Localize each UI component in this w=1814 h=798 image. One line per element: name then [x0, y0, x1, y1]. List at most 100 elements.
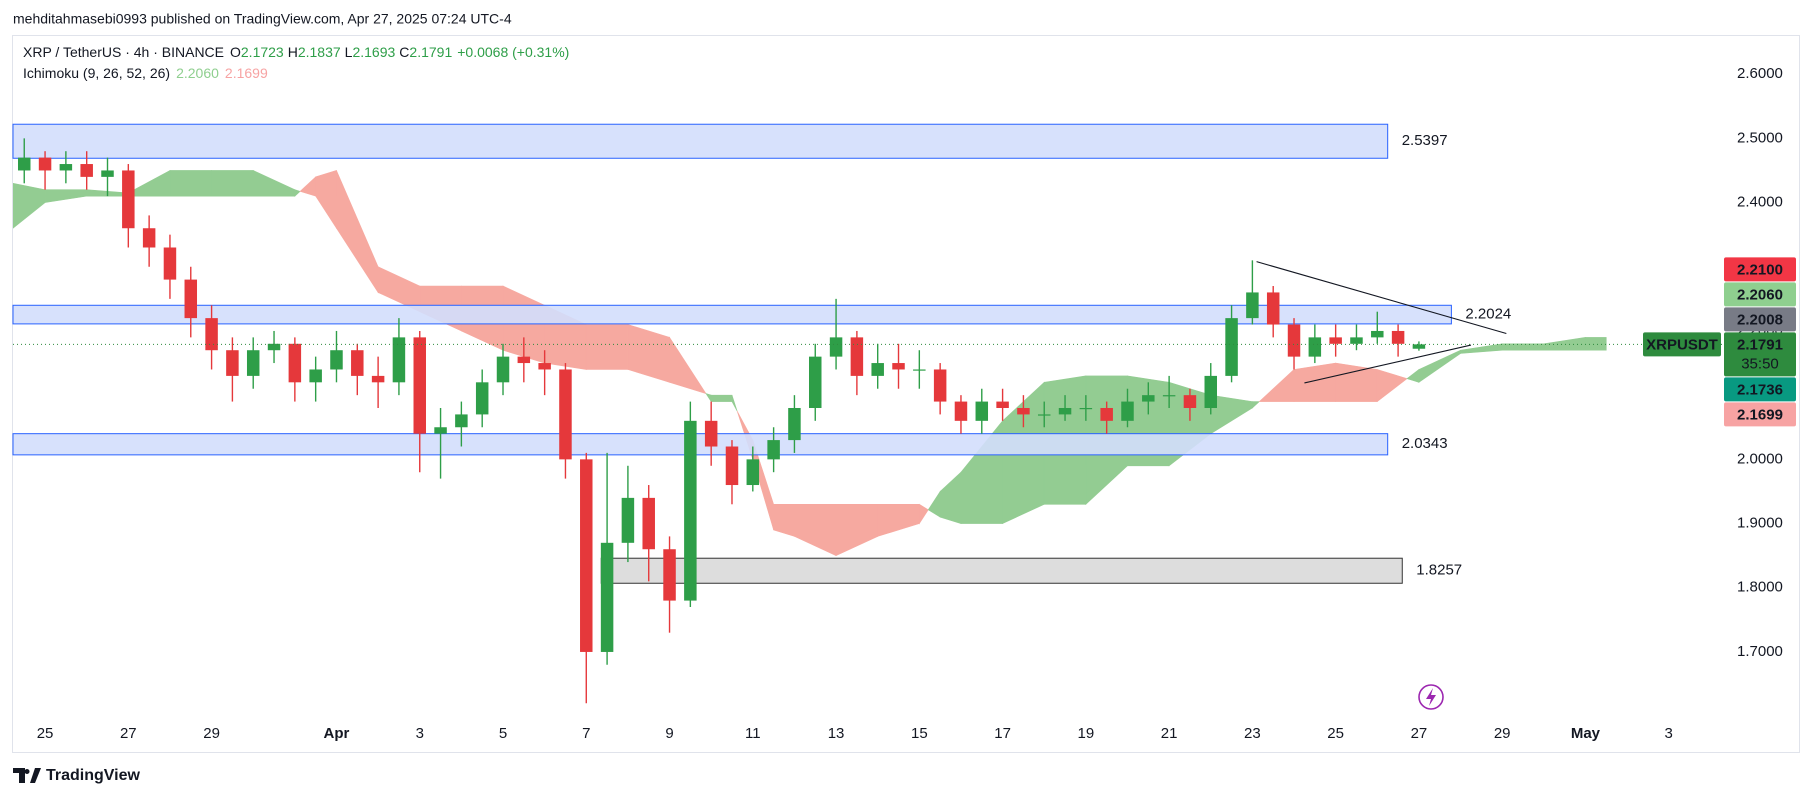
candle-body: [600, 542, 614, 652]
x-tick-label: 29: [1494, 725, 1511, 742]
ohlc-value: 2.1693: [352, 44, 395, 60]
candle-body: [226, 350, 239, 376]
zone: [12, 433, 1389, 456]
x-tick-label: 27: [120, 725, 137, 742]
candle-body: [122, 170, 135, 229]
cloud-segment: [1258, 368, 1295, 402]
candle-body: [913, 369, 926, 371]
candle-body: [829, 337, 843, 357]
chart-frame: [12, 35, 1800, 753]
candle-body: [746, 459, 760, 486]
ohlc-key: H: [288, 44, 298, 60]
axes: 1.70001.80001.90002.00002.10002.20002.30…: [37, 65, 1783, 742]
trendline: [1256, 261, 1507, 335]
cloud-segment: [1252, 401, 1261, 409]
cloud-segment: [794, 503, 837, 557]
candle-body: [725, 446, 739, 486]
zones: 2.5397 2.2024 2.0343 1.8257: [12, 123, 1511, 584]
candle-body: [1162, 395, 1176, 397]
legend-indicator: Ichimoku (9, 26, 52, 26) 2.2060 2.1699: [23, 65, 268, 81]
cloud-segment: [669, 336, 707, 395]
brand-logo: [13, 768, 41, 783]
y-tick-label: 1.7000: [1737, 643, 1783, 660]
candle-body: [933, 369, 947, 402]
ohlc-key: C: [399, 44, 409, 60]
y-tick-label: 1.9000: [1737, 515, 1783, 532]
cloud-segment: [585, 324, 629, 370]
price-badges: 2.1791 35:50 XRPUSDT 2.2008 2.2060 2.2100 2.17…: [1643, 257, 1796, 427]
candle-body: [475, 382, 489, 415]
ohlc-value: 2.1791: [409, 44, 452, 60]
x-tick-label: 25: [1327, 725, 1344, 742]
x-tick-label: 25: [37, 725, 54, 742]
drawings: [13, 261, 1722, 384]
candle-body: [309, 369, 322, 383]
cloud-segment: [710, 394, 733, 402]
zone: [600, 557, 1403, 584]
cloud-segment: [773, 503, 795, 537]
candle-body: [184, 279, 198, 319]
x-tick-label: 5: [499, 725, 507, 742]
cloud-segment: [252, 169, 296, 197]
x-tick-label: 7: [582, 725, 590, 742]
cloud-segment: [44, 189, 87, 203]
brand[interactable]: TradingView: [13, 767, 141, 784]
cloud-segment: [13, 182, 46, 229]
candle-body: [413, 337, 426, 434]
cloud-segment: [927, 490, 941, 518]
candle-body: [38, 157, 52, 171]
zone: [12, 304, 1452, 325]
candle-body: [1412, 344, 1426, 349]
zone-label: 2.2024: [1465, 306, 1511, 323]
candle-body: [1350, 337, 1363, 344]
price-badge: [1724, 257, 1796, 282]
cloud-segment: [336, 170, 379, 294]
legend-main: XRP / TetherUS · 4h · BINANCE O2.1723 H2.1…: [23, 44, 569, 60]
symbol-badge-label: XRPUSDT: [1646, 336, 1718, 353]
symbol: XRP / TetherUS · 4h · BINANCE: [23, 44, 224, 60]
x-tick-label: May: [1571, 725, 1601, 742]
candle-body: [663, 549, 676, 601]
candle-body: [1142, 395, 1155, 402]
y-tick-label: 2.0000: [1737, 450, 1783, 467]
candle-body: [163, 247, 177, 280]
cloud-segment: [1376, 369, 1408, 403]
y-tick-label: 1.8000: [1737, 579, 1783, 596]
x-tick-label: 23: [1244, 725, 1261, 742]
cloud-segment: [128, 169, 171, 197]
price-badge-label: 2.2060: [1737, 286, 1783, 303]
cloud-segment: [1460, 343, 1503, 354]
candle-body: [1225, 318, 1238, 376]
candle-body: [538, 363, 551, 370]
cloud-segment: [627, 324, 670, 383]
candle-body: [1371, 330, 1384, 338]
candle-body: [288, 343, 302, 383]
zone-label: 2.5397: [1402, 132, 1448, 149]
cloud-segment: [315, 170, 337, 230]
ohlc-value: 2.1837: [298, 44, 341, 60]
price-badge-label: 2.2100: [1737, 261, 1783, 278]
cloud-segment: [1406, 368, 1420, 383]
candle-body: [1266, 292, 1280, 325]
indicator-value: 2.1699: [225, 65, 268, 81]
zone-label: 1.8257: [1416, 562, 1462, 579]
candle-body: [767, 440, 780, 460]
symbol-badge: [1643, 332, 1721, 357]
x-tick-label: 15: [911, 725, 928, 742]
candle-body: [330, 350, 343, 370]
candle-body: [101, 170, 114, 177]
candle-body: [246, 350, 260, 376]
candle-body: [684, 420, 697, 601]
change: +0.0068 (+0.31%): [457, 44, 569, 60]
candle-body: [850, 337, 864, 376]
x-tick-label: 3: [416, 725, 424, 742]
cloud-segment: [835, 503, 878, 557]
lightning-icon[interactable]: [1418, 684, 1444, 710]
candle-body: [1329, 337, 1342, 344]
legend: XRP / TetherUS · 4h · BINANCE O2.1723 H2.1…: [23, 44, 569, 81]
cloud-segment: [919, 503, 929, 525]
candle-body: [517, 356, 531, 364]
candle-body: [1079, 407, 1093, 410]
zone: [12, 123, 1389, 159]
